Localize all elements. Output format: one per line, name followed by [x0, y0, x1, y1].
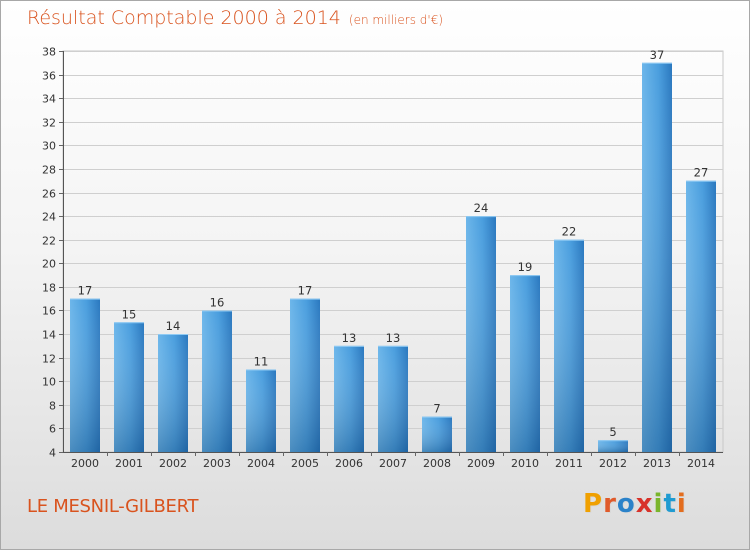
x-tick-label: 2012: [599, 457, 627, 470]
x-tick-label: 2008: [423, 457, 451, 470]
bar-shade: [334, 345, 364, 452]
bar-value-label: 7: [433, 402, 440, 416]
logo-letter: r: [603, 489, 617, 519]
x-tick-label: 2013: [643, 457, 671, 470]
bar-value-label: 37: [650, 48, 665, 62]
proxiti-logo: Proxiti: [583, 489, 687, 519]
x-tick-label: 2002: [159, 457, 187, 470]
x-tick-label: 2007: [379, 457, 407, 470]
bar-shade: [598, 440, 628, 452]
y-tick-label: 8: [49, 400, 56, 413]
bar-shade: [246, 369, 276, 452]
bar-shade: [290, 298, 320, 452]
x-tick-label: 2003: [203, 457, 231, 470]
y-tick-label: 24: [42, 211, 56, 224]
y-tick-label: 10: [42, 376, 56, 389]
x-tick-label: 2005: [291, 457, 319, 470]
bar-value-label: 17: [298, 284, 313, 298]
bar-value-label: 19: [518, 260, 533, 274]
bar-shade: [202, 310, 232, 452]
y-tick-label: 32: [42, 117, 56, 130]
bar-shade: [554, 239, 584, 452]
y-tick-label: 30: [42, 140, 56, 153]
bar-shade: [642, 62, 672, 452]
y-tick-label: 26: [42, 188, 56, 201]
bar-shade: [422, 416, 452, 452]
x-tick-label: 2009: [467, 457, 495, 470]
y-tick-label: 34: [42, 93, 56, 106]
logo-letter: t: [663, 489, 677, 519]
bar-value-label: 13: [386, 331, 401, 345]
bar-shade: [114, 322, 144, 452]
bar-value-label: 15: [122, 307, 137, 321]
x-tick-label: 2011: [555, 457, 583, 470]
logo-letter: P: [583, 489, 604, 519]
bar-value-label: 14: [166, 319, 181, 333]
y-tick-label: 4: [49, 447, 56, 460]
bar-value-label: 5: [609, 425, 616, 439]
x-tick-label: 2001: [115, 457, 143, 470]
chart-title: Résultat Comptable 2000 à 2014 (en millie…: [27, 7, 443, 29]
logo-letter: i: [676, 489, 687, 519]
bar-value-label: 17: [78, 284, 93, 298]
bar-value-label: 11: [254, 354, 269, 368]
y-tick-label: 20: [42, 258, 56, 271]
y-tick-label: 16: [42, 305, 56, 318]
y-tick-label: 12: [42, 353, 56, 366]
x-tick-label: 2000: [71, 457, 99, 470]
y-tick-label: 38: [42, 46, 56, 59]
y-tick-label: 14: [42, 329, 56, 342]
logo-letter: o: [616, 489, 636, 519]
logo-letter: x: [635, 489, 654, 519]
y-tick-label: 22: [42, 235, 56, 248]
bar-shade: [686, 180, 716, 452]
x-tick-label: 2014: [687, 457, 715, 470]
y-tick-label: 6: [49, 423, 56, 436]
bar-value-label: 24: [474, 201, 489, 215]
bar-shade: [466, 216, 496, 452]
bar-value-label: 16: [210, 295, 225, 309]
bar-shade: [378, 345, 408, 452]
logo-letter: i: [653, 489, 664, 519]
bar-shade: [510, 275, 540, 452]
bar-value-label: 27: [694, 166, 709, 180]
y-tick-label: 28: [42, 164, 56, 177]
x-tick-label: 2010: [511, 457, 539, 470]
bar-value-label: 13: [342, 331, 357, 345]
chart-title-text: Résultat Comptable 2000 à 2014: [27, 7, 341, 29]
x-tick-label: 2006: [335, 457, 363, 470]
chart-subtitle: (en milliers d'€): [348, 13, 444, 27]
x-tick-label: 2004: [247, 457, 275, 470]
bar-shade: [158, 334, 188, 452]
y-tick-label: 18: [42, 282, 56, 295]
bar-value-label: 22: [562, 225, 577, 239]
commune-name: LE MESNIL-GILBERT: [27, 496, 199, 517]
bar-shade: [70, 298, 100, 452]
y-tick-label: 36: [42, 70, 56, 83]
